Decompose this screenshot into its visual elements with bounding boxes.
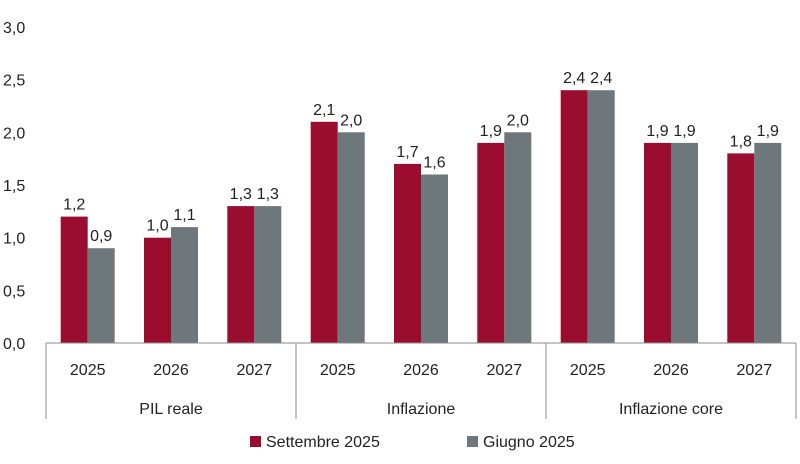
bar-settembre (144, 237, 171, 343)
legend-swatch (250, 436, 261, 447)
data-label: 1,0 (146, 218, 168, 235)
y-tick-label: 3,0 (3, 20, 25, 37)
data-label: 1,3 (257, 186, 279, 203)
y-tick-label: 2,0 (3, 125, 25, 142)
x-group-label: Inflazione core (619, 401, 723, 418)
x-category-label: 2026 (153, 362, 189, 379)
bar-giugno (671, 142, 698, 343)
y-tick-label: 1,0 (3, 231, 25, 248)
y-tick-label: 1,5 (3, 178, 25, 195)
y-tick-label: 0,5 (3, 283, 25, 300)
bar-settembre (60, 216, 88, 343)
data-label: 1,1 (173, 207, 195, 224)
data-label: 1,3 (230, 186, 252, 203)
bar-settembre (394, 163, 421, 343)
y-tick-label: 0,0 (3, 336, 25, 353)
data-label: 0,9 (90, 228, 112, 245)
x-category-label: 2027 (737, 362, 773, 379)
data-labels: 1,2 0,9 1,0 1,1 1,3 1,3 2,1 2,0 1,7 1,6 1,9 2,0 2,4 2… (63, 70, 779, 245)
bar-settembre (644, 142, 671, 343)
data-label: 1,6 (423, 155, 445, 172)
x-category-label: 2026 (653, 362, 689, 379)
bar-giugno (587, 90, 615, 343)
data-label: 1,9 (646, 123, 668, 140)
bar-giugno (504, 132, 532, 343)
legend-label: Settembre 2025 (266, 434, 380, 451)
x-category-label: 2026 (403, 362, 439, 379)
x-category-label: 2025 (570, 362, 606, 379)
y-tick-label: 2,5 (3, 73, 25, 90)
data-label: 2,1 (313, 102, 335, 119)
bar-giugno (254, 206, 282, 343)
x-category-label: 2025 (70, 362, 106, 379)
x-axis: 2025 2026 2027 PIL reale 2025 2026 2027 Inflazi… (45, 342, 797, 419)
x-group-label: PIL reale (139, 401, 203, 418)
bar-settembre (727, 153, 755, 343)
y-axis: 0,0 0,5 1,0 1,5 2,0 2,5 3,0 (3, 20, 25, 353)
data-label: 1,8 (730, 133, 752, 150)
data-label: 1,9 (673, 123, 695, 140)
data-label: 1,7 (396, 144, 418, 161)
bar-giugno (87, 248, 115, 343)
bar-settembre (477, 142, 505, 343)
bar-settembre (227, 206, 255, 343)
data-label: 1,9 (480, 123, 502, 140)
legend-swatch (467, 436, 478, 447)
x-group-label: Inflazione (387, 401, 456, 418)
data-label: 2,0 (507, 112, 529, 129)
data-label: 1,2 (63, 197, 85, 214)
bar-giugno (337, 132, 365, 343)
x-category-label: 2025 (320, 362, 356, 379)
data-label: 1,9 (757, 123, 779, 140)
data-label: 2,4 (563, 70, 585, 87)
x-category-label: 2027 (487, 362, 523, 379)
legend: Settembre 2025 Giugno 2025 (250, 434, 575, 451)
bar-settembre (310, 121, 338, 343)
bar-giugno (171, 227, 198, 343)
bar-settembre (560, 90, 588, 343)
bars (60, 90, 782, 343)
bar-giugno (421, 174, 448, 343)
data-label: 2,0 (340, 112, 362, 129)
legend-label: Giugno 2025 (483, 434, 575, 451)
bar-giugno (754, 142, 782, 343)
x-category-label: 2027 (237, 362, 273, 379)
data-label: 2,4 (590, 70, 612, 87)
